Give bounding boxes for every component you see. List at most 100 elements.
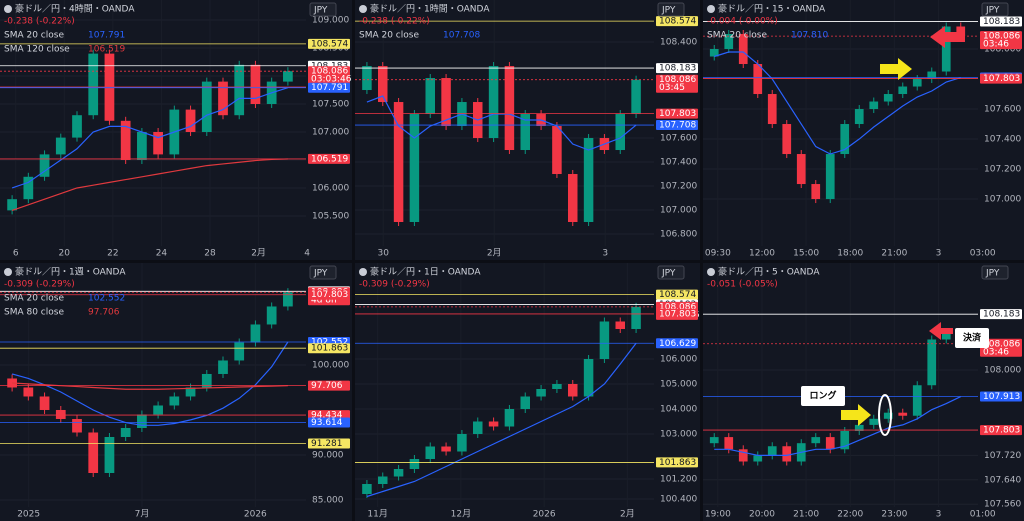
price-tag (656, 74, 698, 93)
candle (753, 64, 763, 95)
price-tag-label: 108.183 (983, 17, 1020, 27)
candle (72, 418, 82, 433)
y-tick-label: 108.400 (660, 38, 697, 48)
candle (234, 342, 245, 361)
y-tick-label: 85.000 (312, 496, 344, 506)
sma-line (11, 87, 289, 189)
candle (104, 436, 115, 474)
candle (137, 414, 147, 428)
x-tick-label: 2月 (487, 248, 502, 259)
y-tick-label: 107.000 (660, 206, 697, 216)
x-tick-label: 22:00 (837, 510, 863, 520)
x-tick-label: 12月 (451, 509, 471, 520)
legend-value: 107.810 (791, 31, 828, 41)
panel (703, 0, 1024, 260)
candle (137, 131, 147, 160)
price-tag-label: 93.614 (311, 418, 343, 428)
price-tag-label: 107.791 (311, 83, 348, 93)
y-tick-label: 107.560 (984, 500, 1021, 510)
arrow-red (929, 322, 953, 340)
currency-box (981, 265, 1009, 280)
y-tick-label: 100.000 (312, 360, 349, 370)
candle (753, 455, 763, 462)
y-tick-label: 107.000 (984, 195, 1021, 205)
y-tick-label: 107.200 (984, 165, 1021, 175)
candle (488, 421, 499, 427)
y-tick-label: 107.200 (660, 182, 697, 192)
x-tick-label: 3 (602, 249, 608, 259)
price-tag-label: 108.574 (659, 17, 696, 27)
candle (488, 66, 499, 139)
x-tick-label: 2月 (251, 248, 266, 259)
price-tag-label: 107.803 (311, 290, 348, 300)
x-tick-label: 03:00 (970, 249, 996, 259)
price-change: -0.309 (-0.29%) (359, 280, 430, 290)
candle (912, 385, 922, 416)
candle (869, 101, 879, 110)
legend-name: SMA 20 close (4, 31, 64, 41)
legend-name: SMA 20 close (359, 31, 419, 41)
y-tick-label: 101.200 (660, 475, 697, 485)
x-tick-label: 3 (936, 249, 942, 259)
symbol-icon (4, 5, 12, 13)
currency: JPY (313, 6, 328, 16)
y-tick-label: 105.500 (312, 211, 349, 221)
arrow-yellow (880, 58, 912, 80)
annotation: 決済 (963, 332, 982, 344)
price-tag-label: 108.086 (983, 339, 1020, 349)
panel (0, 263, 352, 521)
price-tag-label: 108.086 (659, 302, 696, 312)
currency-box (657, 2, 685, 17)
legend-name: SMA 20 close (4, 294, 64, 304)
candle (234, 64, 245, 116)
candle (782, 124, 792, 155)
candle (883, 412, 893, 419)
symbol-title: 豪ドル／円・4時間・OANDA (15, 3, 135, 15)
candle (72, 115, 82, 138)
candle (266, 306, 277, 325)
x-tick-label: 30 (377, 249, 389, 259)
plot (0, 263, 306, 507)
candle (854, 109, 864, 125)
candle (883, 94, 893, 102)
candle (782, 446, 792, 462)
y-tick-label: 107.400 (984, 135, 1021, 145)
candle (250, 64, 261, 105)
sma-line (714, 51, 961, 155)
candle (409, 114, 420, 223)
symbol-icon (359, 5, 367, 13)
candle (7, 199, 17, 211)
x-tick-label: 12:00 (749, 249, 775, 259)
candle (631, 79, 641, 115)
candle (425, 446, 435, 459)
price-tag (656, 16, 698, 27)
x-tick-label: 01:00 (970, 510, 996, 520)
y-tick-label: 104.000 (660, 405, 697, 415)
candle (615, 114, 625, 151)
price-tag-label: 107.913 (983, 392, 1020, 402)
price-tag-label: 107.803 (983, 74, 1020, 84)
candle (520, 396, 530, 409)
candle (393, 469, 404, 477)
price-tag (308, 38, 350, 49)
price-tag-label: 107.803 (659, 109, 696, 119)
candle (425, 78, 435, 115)
x-tick-label: 22 (107, 249, 118, 259)
price-tag-label: 107.803 (659, 309, 696, 319)
plot (0, 0, 306, 246)
price-tag-label: 94.434 (311, 411, 343, 421)
candle (941, 26, 951, 72)
candle (283, 292, 293, 307)
legend-value: 97.706 (88, 308, 120, 318)
sma-line (366, 342, 637, 498)
x-tick-label: 20 (59, 249, 71, 259)
price-tag-label: 106.629 (659, 339, 696, 349)
candle (473, 421, 483, 434)
price-tag-time: 03:46 (983, 40, 1009, 50)
legend-value: 102.552 (88, 294, 125, 304)
candle (583, 359, 594, 397)
price-change: -0.238 (-0.22%) (4, 17, 75, 27)
candle (169, 396, 180, 406)
candle (409, 459, 420, 469)
y-tick-label: 107.600 (984, 105, 1021, 115)
